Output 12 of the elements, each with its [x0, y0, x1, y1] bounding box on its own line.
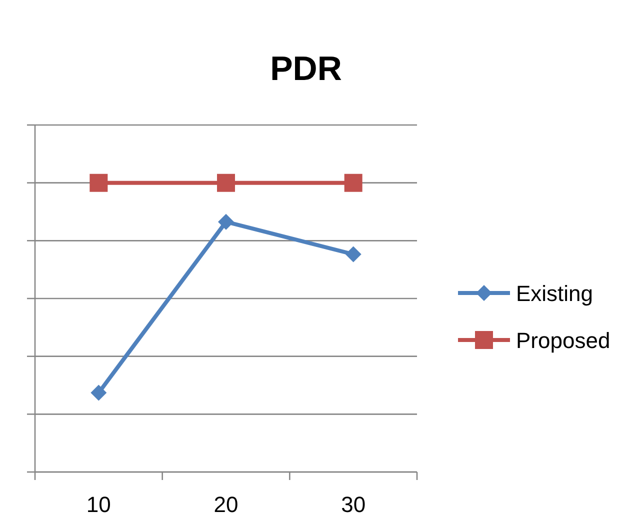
point — [217, 174, 235, 192]
point — [218, 214, 234, 230]
point — [90, 384, 107, 401]
point — [345, 246, 362, 262]
x-tick-label: 20 — [214, 492, 238, 517]
legend-label: Existing — [516, 281, 594, 306]
legend-label: Proposed — [516, 328, 610, 353]
x-tick-label: 30 — [341, 492, 366, 517]
chart-title: PDR — [270, 50, 342, 88]
point — [90, 174, 108, 192]
x-tick-label: 10 — [86, 492, 111, 517]
point — [344, 174, 362, 192]
